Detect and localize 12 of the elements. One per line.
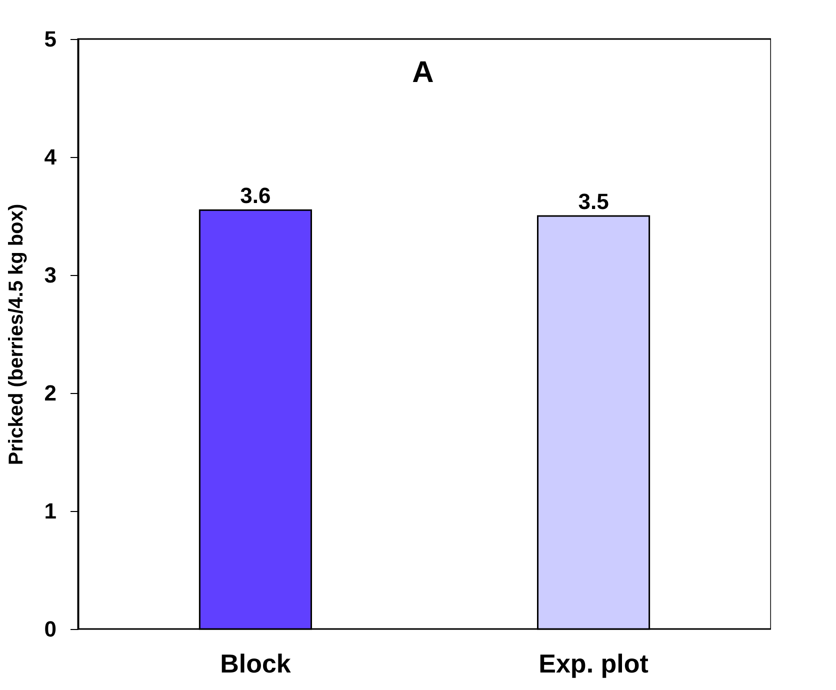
x-tick-label: Exp. plot <box>538 648 649 678</box>
x-tick-label: Block <box>220 648 292 678</box>
data-label: 3.5 <box>578 189 609 214</box>
y-axis-title: Pricked (berries/4.5 kg box) <box>5 204 28 466</box>
y-tick-label: 4 <box>44 144 58 170</box>
y-tick-label: 2 <box>44 380 56 406</box>
y-tick-label: 1 <box>44 498 56 524</box>
text: A <box>412 56 434 89</box>
data-label: 3.6 <box>240 183 271 208</box>
y-tick-label: 3 <box>44 262 56 288</box>
y-tick-label: 0 <box>44 616 56 642</box>
y-tick-label: 5 <box>44 26 56 52</box>
